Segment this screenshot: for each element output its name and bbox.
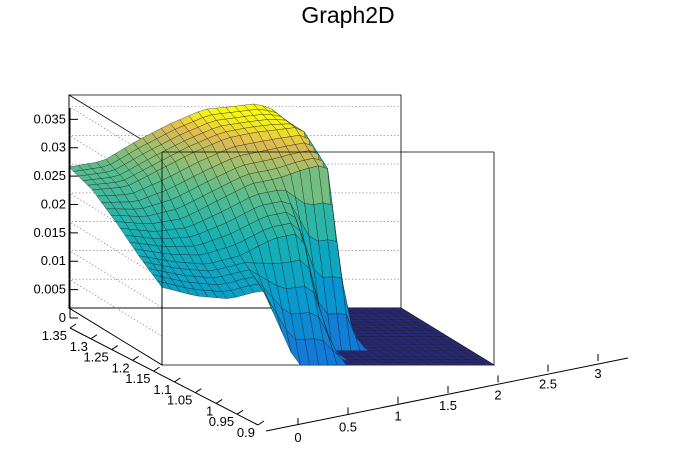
- y-tick: [111, 345, 119, 350]
- x-tick-label: 2: [494, 387, 501, 402]
- x-tick-label: 3: [594, 366, 601, 381]
- x-tick-label: 1.5: [439, 398, 457, 413]
- y-tick: [90, 334, 98, 340]
- z-tick-label: 0.005: [33, 282, 66, 297]
- y-tick-label: 1.25: [83, 350, 108, 365]
- y-tick-label: 0.95: [209, 414, 234, 429]
- y-tick-label: 1.15: [125, 371, 150, 386]
- z-tick-label: 0.01: [41, 253, 66, 268]
- y-tick-label: 1.3: [70, 339, 88, 354]
- z-tick-label: 0.035: [33, 111, 66, 126]
- z-tick-label: 0.02: [41, 196, 66, 211]
- y-tick-label: 1.1: [153, 382, 171, 397]
- y-tick: [195, 388, 202, 394]
- y-tick: [132, 355, 139, 361]
- x-tick-label: 0: [294, 430, 301, 445]
- x-tick-label: 2.5: [539, 377, 557, 392]
- chart-title: Graph2D: [301, 2, 395, 28]
- y-tick: [236, 409, 244, 415]
- x-tick-label: 1: [394, 409, 401, 424]
- z-tick-label: 0.03: [41, 140, 66, 155]
- x-tick-label: 0.5: [339, 419, 357, 434]
- x-axis-line: [265, 357, 629, 432]
- y-tick: [153, 366, 160, 372]
- y-tick: [257, 420, 265, 426]
- y-tick: [215, 399, 223, 404]
- z-tick-label: 0: [59, 310, 66, 325]
- z-tick-label: 0.025: [33, 168, 66, 183]
- y-tick-label: 1.35: [42, 328, 67, 343]
- z-tick-label: 0.015: [33, 225, 66, 240]
- y-tick-label: 1.2: [112, 360, 130, 375]
- y-tick: [174, 377, 181, 383]
- y-tick-label: 1: [206, 403, 213, 418]
- y-axis-line: [69, 327, 259, 426]
- y-tick-label: 0.9: [237, 425, 255, 440]
- y-tick: [69, 323, 77, 329]
- surface-cell: [479, 361, 495, 366]
- y-tick-label: 1.05: [167, 393, 192, 408]
